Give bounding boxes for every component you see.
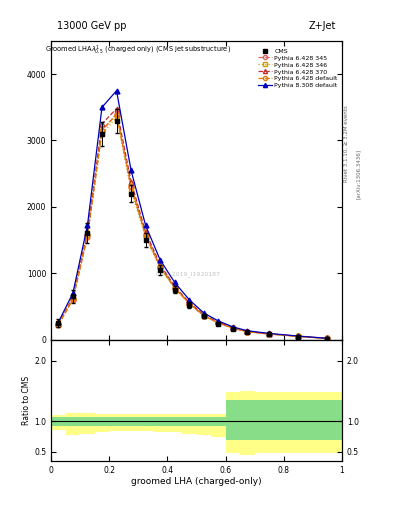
- Pythia 8.308 default: [202, 310, 206, 316]
- Text: Groomed LHA$\lambda^1_{0.5}$ (charged only) (CMS jet substructure): Groomed LHA$\lambda^1_{0.5}$ (charged on…: [45, 44, 231, 57]
- X-axis label: groomed LHA (charged-only): groomed LHA (charged-only): [131, 477, 262, 486]
- Pythia 6.428 345: [202, 312, 206, 318]
- Pythia 6.428 346: [245, 329, 250, 335]
- Pythia 6.428 default: [245, 329, 250, 335]
- Pythia 6.428 default: [187, 301, 192, 307]
- Pythia 6.428 default: [296, 333, 301, 339]
- Pythia 6.428 default: [143, 233, 148, 239]
- Pythia 8.308 default: [267, 330, 272, 336]
- Pythia 6.428 370: [85, 229, 90, 235]
- Pythia 6.428 345: [143, 231, 148, 238]
- Pythia 6.428 370: [71, 294, 75, 300]
- Pythia 8.308 default: [296, 333, 301, 339]
- Pythia 6.428 346: [231, 325, 235, 331]
- Pythia 6.428 345: [231, 325, 235, 331]
- Pythia 6.428 346: [158, 265, 163, 271]
- Text: Z+Jet: Z+Jet: [309, 20, 336, 31]
- Pythia 6.428 345: [296, 333, 301, 339]
- Pythia 6.428 370: [245, 328, 250, 334]
- Pythia 6.428 346: [129, 187, 134, 194]
- Pythia 6.428 370: [56, 321, 61, 327]
- Pythia 6.428 370: [187, 300, 192, 306]
- Pythia 6.428 345: [216, 320, 221, 326]
- Pythia 8.308 default: [85, 222, 90, 228]
- Pythia 8.308 default: [216, 318, 221, 324]
- Pythia 6.428 345: [71, 296, 75, 303]
- Pythia 6.428 345: [85, 233, 90, 240]
- Pythia 8.308 default: [129, 167, 134, 174]
- Pythia 6.428 default: [231, 325, 235, 331]
- Line: Pythia 8.308 default: Pythia 8.308 default: [56, 88, 330, 341]
- Pythia 8.308 default: [114, 88, 119, 94]
- Line: Pythia 6.428 346: Pythia 6.428 346: [56, 115, 330, 341]
- Pythia 6.428 370: [325, 335, 330, 342]
- Text: CMS_2019_I1920187: CMS_2019_I1920187: [155, 271, 220, 276]
- Text: Rivet 3.1.10, ≥ 3.2M events: Rivet 3.1.10, ≥ 3.2M events: [344, 105, 349, 182]
- Pythia 6.428 345: [100, 127, 105, 134]
- Pythia 8.308 default: [173, 280, 177, 286]
- Pythia 6.428 default: [216, 320, 221, 326]
- Pythia 6.428 345: [187, 300, 192, 306]
- Pythia 6.428 default: [325, 335, 330, 342]
- Pythia 6.428 default: [56, 322, 61, 328]
- Pythia 8.308 default: [56, 319, 61, 325]
- Pythia 8.308 default: [245, 328, 250, 334]
- Pythia 6.428 346: [187, 301, 192, 307]
- Pythia 6.428 346: [296, 333, 301, 339]
- Pythia 6.428 370: [296, 333, 301, 339]
- Text: [arXiv:1306.3436]: [arXiv:1306.3436]: [356, 149, 361, 199]
- Pythia 6.428 345: [114, 111, 119, 117]
- Pythia 6.428 default: [71, 295, 75, 302]
- Pythia 6.428 346: [114, 114, 119, 120]
- Pythia 6.428 345: [267, 331, 272, 337]
- Pythia 6.428 370: [173, 283, 177, 289]
- Pythia 8.308 default: [143, 222, 148, 228]
- Line: Pythia 6.428 370: Pythia 6.428 370: [56, 106, 330, 341]
- Pythia 8.308 default: [325, 335, 330, 342]
- Pythia 6.428 default: [100, 127, 105, 134]
- Pythia 6.428 345: [129, 184, 134, 190]
- Pythia 6.428 370: [216, 319, 221, 325]
- Line: Pythia 6.428 default: Pythia 6.428 default: [56, 112, 330, 341]
- Pythia 6.428 346: [85, 233, 90, 239]
- Pythia 6.428 default: [85, 232, 90, 239]
- Y-axis label: Ratio to CMS: Ratio to CMS: [22, 376, 31, 425]
- Pythia 6.428 346: [143, 234, 148, 241]
- Pythia 6.428 370: [202, 312, 206, 318]
- Pythia 6.428 default: [267, 331, 272, 337]
- Pythia 6.428 default: [158, 264, 163, 270]
- Pythia 6.428 346: [173, 285, 177, 291]
- Pythia 6.428 346: [216, 320, 221, 326]
- Pythia 6.428 345: [245, 329, 250, 335]
- Pythia 6.428 default: [173, 285, 177, 291]
- Pythia 8.308 default: [71, 290, 75, 296]
- Pythia 6.428 346: [202, 313, 206, 319]
- Pythia 8.308 default: [231, 324, 235, 330]
- Pythia 8.308 default: [158, 257, 163, 263]
- Pythia 8.308 default: [100, 104, 105, 111]
- Legend: CMS, Pythia 6.428 345, Pythia 6.428 346, Pythia 6.428 370, Pythia 6.428 default,: CMS, Pythia 6.428 345, Pythia 6.428 346,…: [257, 47, 339, 90]
- Pythia 6.428 370: [129, 179, 134, 185]
- Pythia 6.428 370: [267, 331, 272, 337]
- Pythia 6.428 default: [129, 183, 134, 189]
- Text: 13000 GeV pp: 13000 GeV pp: [57, 20, 127, 31]
- Pythia 6.428 370: [100, 121, 105, 127]
- Pythia 6.428 345: [173, 285, 177, 291]
- Pythia 6.428 default: [202, 313, 206, 319]
- Pythia 6.428 346: [267, 331, 272, 337]
- Pythia 6.428 370: [231, 325, 235, 331]
- Pythia 6.428 345: [56, 322, 61, 328]
- Pythia 6.428 345: [325, 335, 330, 342]
- Pythia 6.428 346: [71, 296, 75, 302]
- Pythia 6.428 346: [56, 322, 61, 328]
- Pythia 6.428 345: [158, 264, 163, 270]
- Pythia 6.428 346: [325, 335, 330, 342]
- Pythia 6.428 default: [114, 112, 119, 118]
- Line: Pythia 6.428 345: Pythia 6.428 345: [56, 112, 330, 341]
- Pythia 6.428 370: [158, 262, 163, 268]
- Pythia 8.308 default: [187, 296, 192, 303]
- Pythia 6.428 370: [114, 105, 119, 112]
- Pythia 6.428 346: [100, 131, 105, 137]
- Pythia 6.428 370: [143, 229, 148, 235]
